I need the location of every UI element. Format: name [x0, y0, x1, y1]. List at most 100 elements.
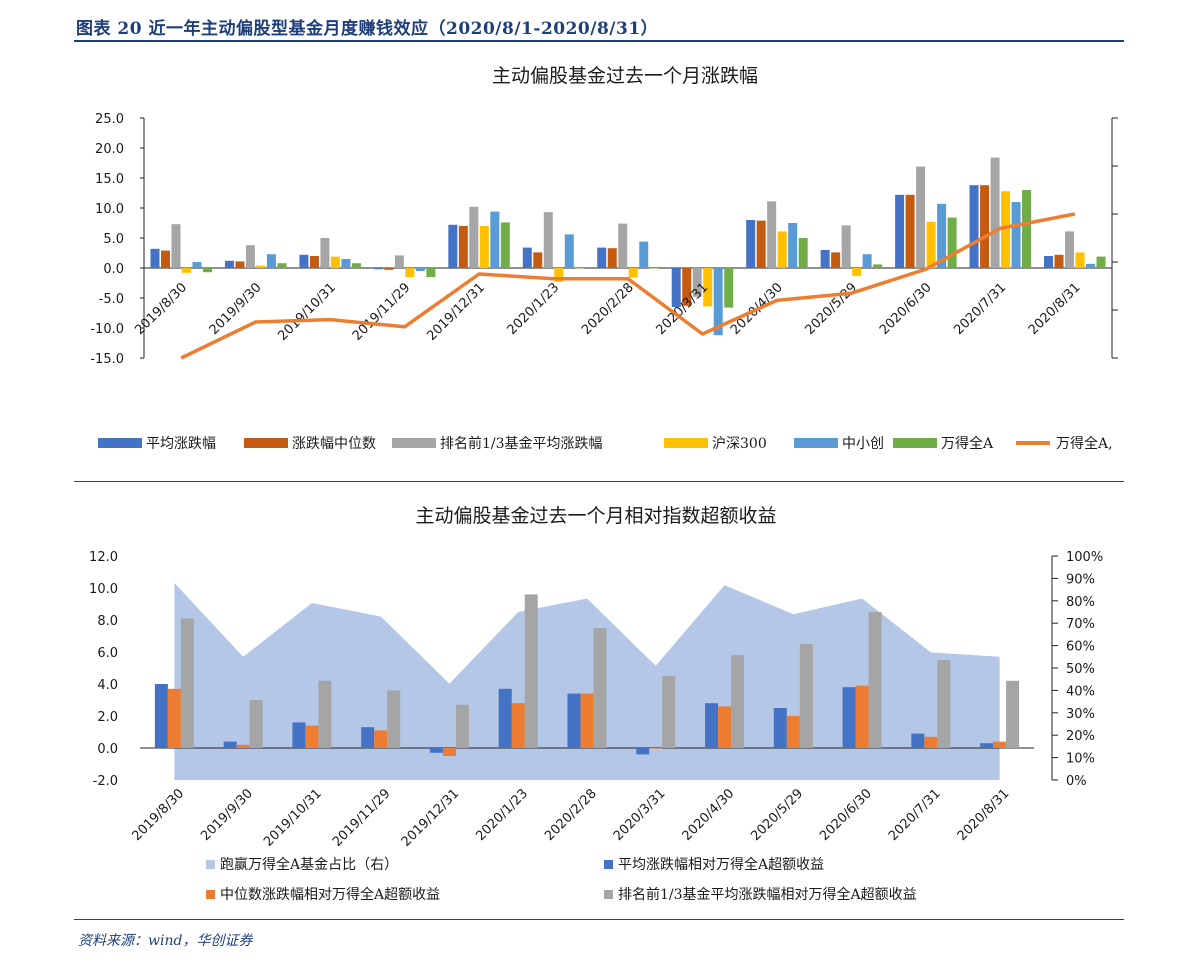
chart1-bar — [373, 268, 383, 270]
chart2-y-tick-label: 4.0 — [97, 678, 118, 693]
chart2-bar — [705, 703, 719, 748]
chart2-x-tick-label: 2019/12/31 — [399, 786, 463, 850]
chart1-bar — [947, 217, 957, 268]
chart2-bar — [236, 744, 250, 748]
chart1-legend-swatch — [244, 438, 288, 448]
chart2-x-tick-label: 2020/4/30 — [680, 786, 738, 844]
chart1-bar — [160, 250, 170, 268]
chart2-y-tick-label: 10.0 — [89, 582, 118, 597]
chart1-bar — [1011, 202, 1021, 268]
chart2-x-tick-label: 2020/6/30 — [817, 786, 875, 844]
chart2-bar — [318, 680, 332, 748]
chart1-legend-swatch — [664, 438, 708, 448]
chart1-bar — [554, 268, 564, 282]
chart2-right-tick-label: 60% — [1066, 640, 1095, 655]
chart1-bar — [522, 247, 532, 268]
chart2-bar — [511, 703, 525, 748]
chart2-bar — [567, 693, 581, 748]
chart1-x-tick-label: 2020/7/31 — [951, 280, 1009, 338]
chart2-y-tick-label: 0.0 — [97, 742, 118, 757]
chart1-bar — [351, 263, 361, 268]
chart-excess-returns: 主动偏股基金过去一个月相对指数超额收益 12.0 10.0 8.0 6.0 4.0 2.0… — [89, 505, 1103, 903]
chart1-bar — [713, 268, 723, 336]
chart2-right-tick-label: 40% — [1066, 684, 1095, 699]
chart1-bar — [607, 248, 617, 268]
chart1-bar — [649, 268, 659, 269]
chart2-bar — [455, 704, 469, 748]
chart2-x-tick-label: 2019/9/30 — [198, 786, 256, 844]
chart1-bar — [256, 265, 266, 268]
chart1-bar — [820, 250, 830, 268]
chart2-bar — [868, 612, 882, 748]
chart1-bar — [299, 254, 309, 268]
chart2-right-tick-label: 20% — [1066, 729, 1095, 744]
chart1-bar — [788, 223, 798, 268]
chart2-right-tick-label: 10% — [1066, 752, 1095, 767]
chart2-legend-swatch — [206, 860, 215, 869]
chart1-bar — [309, 256, 319, 268]
chart2-right-tick-label: 90% — [1066, 572, 1095, 587]
chart2-x-tick-label: 2020/5/29 — [748, 786, 806, 844]
chart2-y-tick-label: 2.0 — [97, 710, 118, 725]
chart2-bar — [855, 685, 869, 748]
chart2-x-tick-label: 2020/8/31 — [955, 786, 1013, 844]
chart2-bar — [387, 690, 401, 748]
chart2-x-tick-label: 2019/10/31 — [261, 786, 325, 850]
chart1-bar — [639, 241, 649, 268]
chart1-legend-swatch — [893, 438, 937, 448]
chart1-x-tick-label: 2020/6/30 — [877, 280, 935, 338]
chart1-x-tick-label: 2019/10/31 — [275, 280, 339, 344]
chart2-x-tick-label: 2020/7/31 — [886, 786, 944, 844]
chart1-bar — [618, 223, 628, 268]
middle-rule — [74, 481, 1124, 482]
chart1-bar — [756, 220, 766, 268]
chart1-bar — [671, 268, 681, 307]
chart2-bar — [924, 736, 938, 748]
chart1-x-tick-label: 2019/11/29 — [350, 280, 414, 344]
chart2-bar — [361, 727, 375, 748]
chart1-y-tick-label: 5.0 — [103, 232, 124, 247]
chart1-bar — [1054, 254, 1064, 268]
chart1-legend-label: 涨跌幅中位数 — [292, 436, 376, 452]
chart1-bar — [980, 185, 990, 268]
chart1-bar — [1096, 256, 1106, 268]
chart1-bar — [777, 231, 787, 268]
chart1-legend-label: 万得全A, — [1056, 435, 1113, 452]
chart1-y-tick-label: -15.0 — [90, 352, 124, 367]
chart1-bar — [479, 226, 489, 268]
chart1-bar — [746, 220, 756, 268]
chart1-bar — [767, 201, 777, 268]
chart2-bar — [649, 748, 663, 749]
chart1-bar — [458, 226, 468, 268]
chart2-legend-label: 中位数涨跌幅相对万得全A超额收益 — [220, 886, 440, 903]
source-note: 资料来源：wind，华创证券 — [78, 933, 253, 949]
chart1-legend-label: 沪深300 — [712, 436, 767, 452]
chart2-bar — [154, 684, 168, 748]
chart1-bar — [394, 255, 404, 268]
chart2-legend-swatch — [206, 890, 215, 899]
chart2-x-tick-label: 2020/2/28 — [542, 786, 600, 844]
chart1-bar — [448, 224, 458, 268]
chart1-bar — [1086, 263, 1096, 268]
chart1-bar — [224, 260, 234, 268]
chart1-bar — [235, 261, 245, 268]
chart2-right-tick-label: 30% — [1066, 707, 1095, 722]
chart1-bar — [181, 268, 191, 273]
chart2-bar — [662, 676, 676, 748]
chart1-y-tick-label: 25.0 — [95, 112, 124, 127]
chart1-bar — [543, 212, 553, 268]
chart2-legend-swatch — [604, 860, 613, 869]
chart2-bar — [292, 722, 306, 748]
chart1-bar — [266, 254, 276, 268]
chart1-bar — [692, 268, 702, 297]
chart1-bar — [895, 194, 905, 268]
chart2-bar — [223, 741, 237, 748]
chart1-y-tick-label: 0.0 — [103, 262, 124, 277]
chart1-legend-swatch — [98, 438, 142, 448]
chart1-x-tick-label: 2020/2/28 — [579, 280, 637, 338]
chart2-bar — [374, 730, 388, 748]
chart1-bar — [916, 166, 926, 268]
chart1-y-tick-label: 20.0 — [95, 142, 124, 157]
chart1-bar — [490, 211, 500, 268]
chart2-bar — [937, 660, 951, 748]
